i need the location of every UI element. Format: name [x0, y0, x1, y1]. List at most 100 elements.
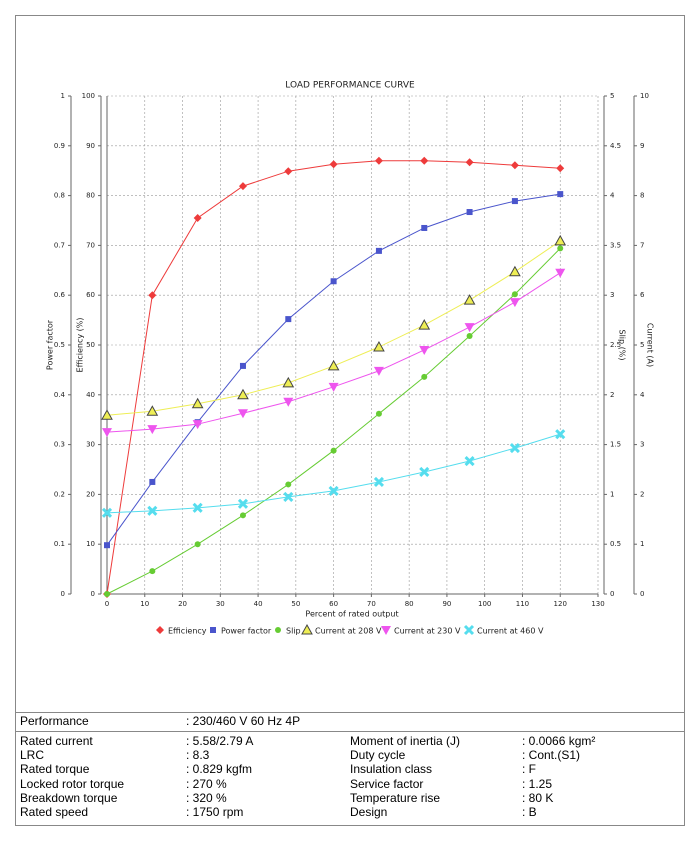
marker	[328, 382, 339, 392]
x-tick-label: 130	[591, 600, 604, 608]
marker	[375, 247, 382, 254]
marker	[282, 376, 295, 388]
x-tick-label: 90	[442, 600, 451, 608]
table-cell: Temperature rise	[350, 791, 440, 805]
marker	[147, 425, 158, 435]
y-tick-label: 0.3	[54, 441, 65, 449]
marker	[238, 182, 247, 191]
y4-tick-label: 4	[640, 391, 645, 399]
marker	[373, 476, 384, 488]
table-cell: Rated speed	[20, 805, 88, 819]
table-cell: Moment of inertia (J)	[350, 734, 460, 748]
marker	[330, 447, 337, 454]
y4-axis-label: Current (A)	[646, 323, 655, 367]
legend-item: Current at 208 V	[301, 623, 382, 636]
marker	[421, 224, 428, 231]
y-axis-label: Power factor	[46, 319, 55, 370]
x-tick-label: 80	[405, 600, 414, 608]
marker	[556, 164, 565, 173]
table-cell: Performance	[20, 714, 89, 728]
x-tick-label: 40	[254, 600, 263, 608]
marker	[284, 167, 293, 176]
y4-tick-label: 10	[640, 92, 649, 100]
marker	[192, 502, 203, 513]
marker	[147, 505, 158, 516]
marker	[237, 388, 249, 400]
y-tick-label: 0.8	[54, 192, 65, 200]
marker	[554, 234, 567, 246]
marker	[210, 627, 216, 633]
y2-tick-label: 10	[86, 540, 95, 548]
marker	[330, 278, 337, 285]
y-tick-label: 0.9	[54, 142, 65, 150]
marker	[146, 405, 159, 416]
marker	[373, 340, 385, 352]
y2-tick-label: 0	[91, 590, 95, 598]
legend-label: Slip	[286, 627, 301, 636]
y3-tick-label: 3	[610, 291, 614, 299]
marker	[104, 542, 110, 549]
y-tick-label: 0.6	[54, 291, 66, 299]
marker	[327, 359, 340, 371]
marker	[557, 191, 564, 198]
marker	[102, 428, 112, 438]
marker	[192, 420, 203, 430]
table-cell: LRC	[20, 748, 44, 762]
marker	[381, 626, 391, 635]
marker	[511, 198, 518, 205]
table-cell: : B	[522, 805, 537, 819]
y3-tick-label: 2	[610, 391, 614, 399]
y2-tick-label: 60	[86, 291, 95, 299]
table-cell: : F	[522, 762, 536, 776]
marker	[301, 623, 313, 635]
legend-item: Power factor	[210, 627, 272, 636]
y4-tick-label: 8	[640, 192, 644, 200]
marker	[239, 362, 246, 369]
y4-tick-label: 5	[640, 341, 644, 349]
y2-tick-label: 90	[86, 142, 95, 150]
y3-tick-label: 1.5	[610, 441, 621, 449]
marker	[237, 498, 249, 509]
table-cell: Design	[350, 805, 387, 819]
y2-tick-label: 20	[86, 490, 95, 498]
marker	[374, 156, 383, 165]
marker	[510, 161, 519, 170]
marker	[283, 491, 294, 502]
marker	[104, 591, 110, 597]
marker	[194, 541, 201, 548]
marker	[329, 160, 338, 169]
marker	[285, 316, 292, 323]
y-tick-label: 0	[61, 590, 65, 598]
y3-tick-label: 0	[610, 590, 614, 598]
y3-tick-label: 3.5	[610, 241, 621, 249]
legend-label: Current at 230 V	[394, 627, 461, 636]
legend-label: Current at 208 V	[315, 627, 382, 636]
x-tick-label: 120	[554, 600, 567, 608]
marker	[555, 268, 566, 278]
marker	[465, 158, 474, 167]
chart-title: LOAD PERFORMANCE CURVE	[285, 81, 415, 91]
y4-tick-label: 2	[640, 490, 644, 498]
y4-tick-label: 9	[640, 142, 644, 150]
y-tick-label: 0.2	[54, 490, 65, 498]
marker	[557, 245, 564, 252]
marker	[419, 345, 430, 355]
marker	[239, 512, 246, 519]
marker	[101, 409, 113, 420]
table-cell: : Cont.(S1)	[522, 748, 580, 762]
y3-tick-label: 1	[610, 490, 614, 498]
marker	[237, 409, 248, 419]
marker	[328, 485, 339, 496]
marker	[464, 323, 475, 333]
marker	[101, 507, 113, 518]
marker	[509, 298, 520, 308]
legend-item: Current at 460 V	[463, 624, 544, 636]
table-cell: Duty cycle	[350, 748, 406, 762]
marker	[148, 291, 157, 300]
y3-tick-label: 4.5	[610, 142, 621, 150]
table-cell: Locked rotor torque	[20, 777, 124, 791]
marker	[421, 373, 428, 380]
x-tick-label: 110	[516, 600, 529, 608]
y2-tick-label: 50	[86, 341, 95, 349]
